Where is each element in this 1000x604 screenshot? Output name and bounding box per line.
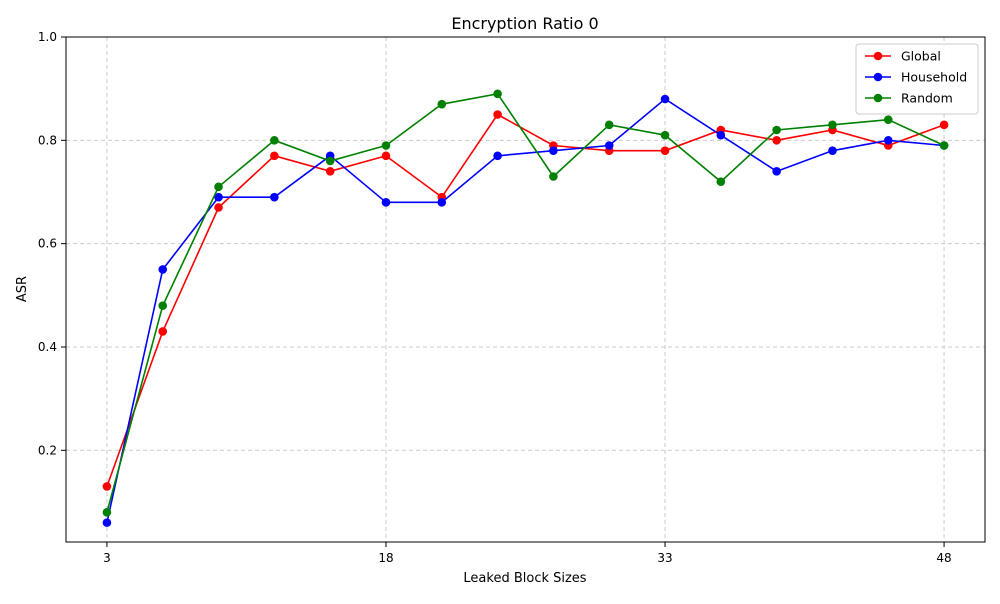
data-point-global <box>772 136 781 145</box>
data-point-random <box>939 141 949 150</box>
legend: Global Household Random <box>855 43 979 115</box>
data-point-random <box>437 99 447 109</box>
y-tick-label: 1.0 <box>38 30 57 44</box>
y-axis-ticks: 0.2 0.4 0.6 0.8 1.0 <box>38 30 66 457</box>
x-axis-label: Leaked Block Sizes <box>463 571 586 586</box>
x-tick-label: 18 <box>378 551 393 565</box>
data-point-household <box>828 146 837 155</box>
data-point-random <box>158 301 168 310</box>
data-point-random <box>493 89 502 99</box>
data-point-random <box>381 141 391 150</box>
series-line-household <box>106 97 945 523</box>
data-point-household <box>102 518 112 527</box>
data-point-global <box>660 146 670 155</box>
data-point-random <box>549 172 558 181</box>
data-point-global <box>214 203 223 212</box>
data-point-household <box>660 94 670 104</box>
series-group <box>102 89 949 527</box>
series-line-random <box>106 92 945 513</box>
data-point-household <box>381 198 391 207</box>
legend-marker-household <box>873 72 883 82</box>
y-tick-label: 0.6 <box>38 237 57 251</box>
legend-marker-random <box>873 93 883 103</box>
data-point-global <box>102 482 112 491</box>
data-point-random <box>325 156 335 166</box>
legend-label-random: Random <box>901 91 953 106</box>
data-point-global <box>381 151 391 161</box>
plot-frame <box>65 36 986 543</box>
x-axis-ticks: 3 18 33 48 <box>103 542 952 565</box>
legend-box <box>855 43 979 115</box>
data-point-random <box>883 115 893 124</box>
data-point-random <box>716 177 726 186</box>
data-point-global <box>493 110 502 119</box>
legend-label-household: Household <box>901 70 967 85</box>
x-tick-label: 3 <box>103 551 111 565</box>
data-point-household <box>604 141 614 150</box>
data-point-household <box>158 265 168 274</box>
y-axis-label: ASR <box>15 276 30 302</box>
legend-marker-global <box>873 51 883 61</box>
data-point-household <box>493 151 502 161</box>
data-point-household <box>883 136 893 145</box>
data-point-random <box>102 507 112 517</box>
data-point-household <box>549 146 558 155</box>
data-point-household <box>270 192 279 202</box>
data-point-random <box>660 130 670 140</box>
data-point-random <box>214 182 223 192</box>
data-point-household <box>214 192 223 202</box>
data-point-household <box>716 130 726 140</box>
data-point-random <box>828 120 837 130</box>
chart-title: Encryption Ratio 0 <box>451 14 598 33</box>
data-point-global <box>325 167 335 176</box>
data-point-global <box>270 151 279 161</box>
legend-label-global: Global <box>901 49 941 64</box>
data-point-random <box>604 120 614 130</box>
data-point-global <box>939 120 949 130</box>
x-tick-label: 48 <box>936 551 951 565</box>
data-point-household <box>437 198 447 207</box>
series-line-global <box>106 113 945 487</box>
data-point-random <box>270 136 279 145</box>
x-tick-label: 33 <box>657 551 672 565</box>
y-tick-label: 0.2 <box>38 443 57 457</box>
y-tick-label: 0.4 <box>38 340 57 354</box>
data-point-household <box>772 167 781 176</box>
data-point-global <box>158 327 168 336</box>
data-point-random <box>772 125 781 135</box>
y-tick-label: 0.8 <box>38 133 57 147</box>
